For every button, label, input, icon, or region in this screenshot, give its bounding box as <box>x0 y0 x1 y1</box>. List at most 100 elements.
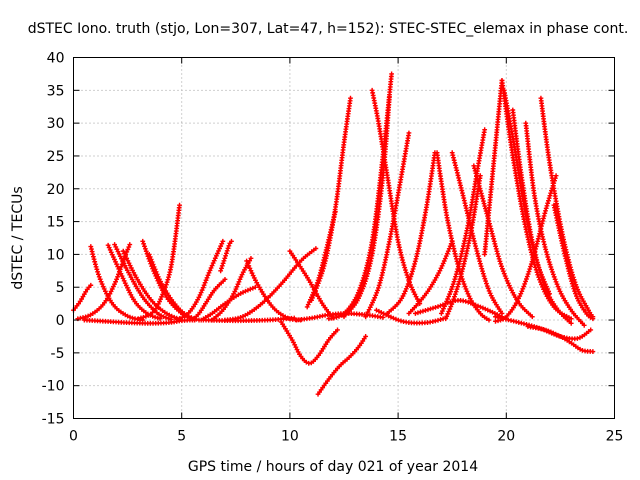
data-point <box>475 303 481 309</box>
data-point <box>210 260 216 266</box>
data-point <box>403 270 409 275</box>
data-point <box>519 288 525 294</box>
series-12 <box>190 276 228 323</box>
series-31 <box>374 307 449 326</box>
data-point <box>359 288 365 294</box>
data-point <box>120 248 126 254</box>
series-18 <box>287 248 336 321</box>
data-point <box>146 252 152 257</box>
data-point <box>411 264 417 269</box>
series-32 <box>434 150 492 323</box>
data-point <box>517 293 523 299</box>
data-point <box>362 281 367 287</box>
data-point <box>548 264 554 270</box>
series-47 <box>493 314 594 342</box>
data-point <box>573 291 578 296</box>
data-point <box>94 266 100 272</box>
data-point <box>438 311 444 316</box>
data-point <box>461 281 467 287</box>
data-point <box>213 253 219 259</box>
data-point <box>380 315 386 320</box>
data-point <box>499 311 505 316</box>
data-point <box>536 265 542 271</box>
data-point <box>125 247 131 252</box>
data-point <box>318 273 324 279</box>
data-point <box>523 279 528 284</box>
x-axis-label: GPS time / hours of day 021 of year 2014 <box>188 459 478 475</box>
data-point <box>219 265 224 271</box>
series-45 <box>551 202 596 322</box>
data-point <box>482 127 488 133</box>
data-point <box>413 311 418 316</box>
data-point <box>453 289 459 295</box>
data-point <box>540 277 546 283</box>
data-point <box>363 334 369 339</box>
data-point <box>125 258 131 264</box>
data-point <box>151 264 157 270</box>
data-point <box>409 271 415 277</box>
series-23 <box>315 334 369 397</box>
data-point <box>529 259 535 264</box>
data-point <box>415 310 421 316</box>
data-point <box>439 263 445 269</box>
data-point <box>164 279 170 285</box>
data-point <box>556 333 562 339</box>
data-point <box>496 256 502 262</box>
data-point <box>320 268 325 274</box>
data-point <box>477 261 483 267</box>
data-point <box>220 238 226 244</box>
data-point <box>538 272 544 278</box>
data-point <box>405 281 411 287</box>
series-30 <box>406 238 455 316</box>
data-point <box>152 314 158 320</box>
data-point <box>568 320 574 326</box>
series-curve <box>539 97 594 318</box>
data-point <box>449 284 455 290</box>
data-point <box>536 325 542 331</box>
x-tick-label: 25 <box>606 429 624 445</box>
data-point <box>208 265 214 271</box>
data-point <box>313 246 319 251</box>
data-point <box>114 276 119 282</box>
data-point <box>361 283 366 289</box>
data-point <box>166 316 171 321</box>
data-point <box>359 280 365 286</box>
data-point <box>364 273 370 279</box>
data-point <box>548 190 554 196</box>
data-point <box>215 251 220 256</box>
data-point <box>569 281 575 287</box>
data-point <box>530 256 536 262</box>
data-point <box>425 307 431 313</box>
data-point <box>211 258 217 264</box>
data-point <box>393 316 399 322</box>
data-point <box>537 270 543 276</box>
x-tick-label: 20 <box>497 429 515 445</box>
x-tick-label: 0 <box>69 429 78 445</box>
data-point <box>581 322 587 328</box>
data-point <box>485 286 491 291</box>
data-point <box>220 260 226 266</box>
data-point <box>477 258 483 264</box>
data-point <box>225 245 231 251</box>
data-point <box>448 289 453 295</box>
series-11 <box>174 238 226 322</box>
data-point <box>218 268 224 274</box>
data-point <box>152 266 158 272</box>
data-point <box>545 200 551 206</box>
data-point <box>500 266 505 272</box>
data-point <box>479 266 485 272</box>
data-point <box>148 257 154 262</box>
data-point <box>377 280 383 286</box>
data-point <box>88 282 94 288</box>
data-point <box>572 288 578 294</box>
data-point <box>202 280 208 286</box>
data-point <box>480 271 486 277</box>
data-point <box>154 271 160 277</box>
data-point <box>520 286 526 292</box>
data-point <box>247 265 253 271</box>
y-tick-label: -10 <box>42 379 65 395</box>
data-point <box>547 193 553 199</box>
data-point <box>219 263 225 269</box>
data-point <box>373 292 379 298</box>
data-point <box>85 313 91 319</box>
